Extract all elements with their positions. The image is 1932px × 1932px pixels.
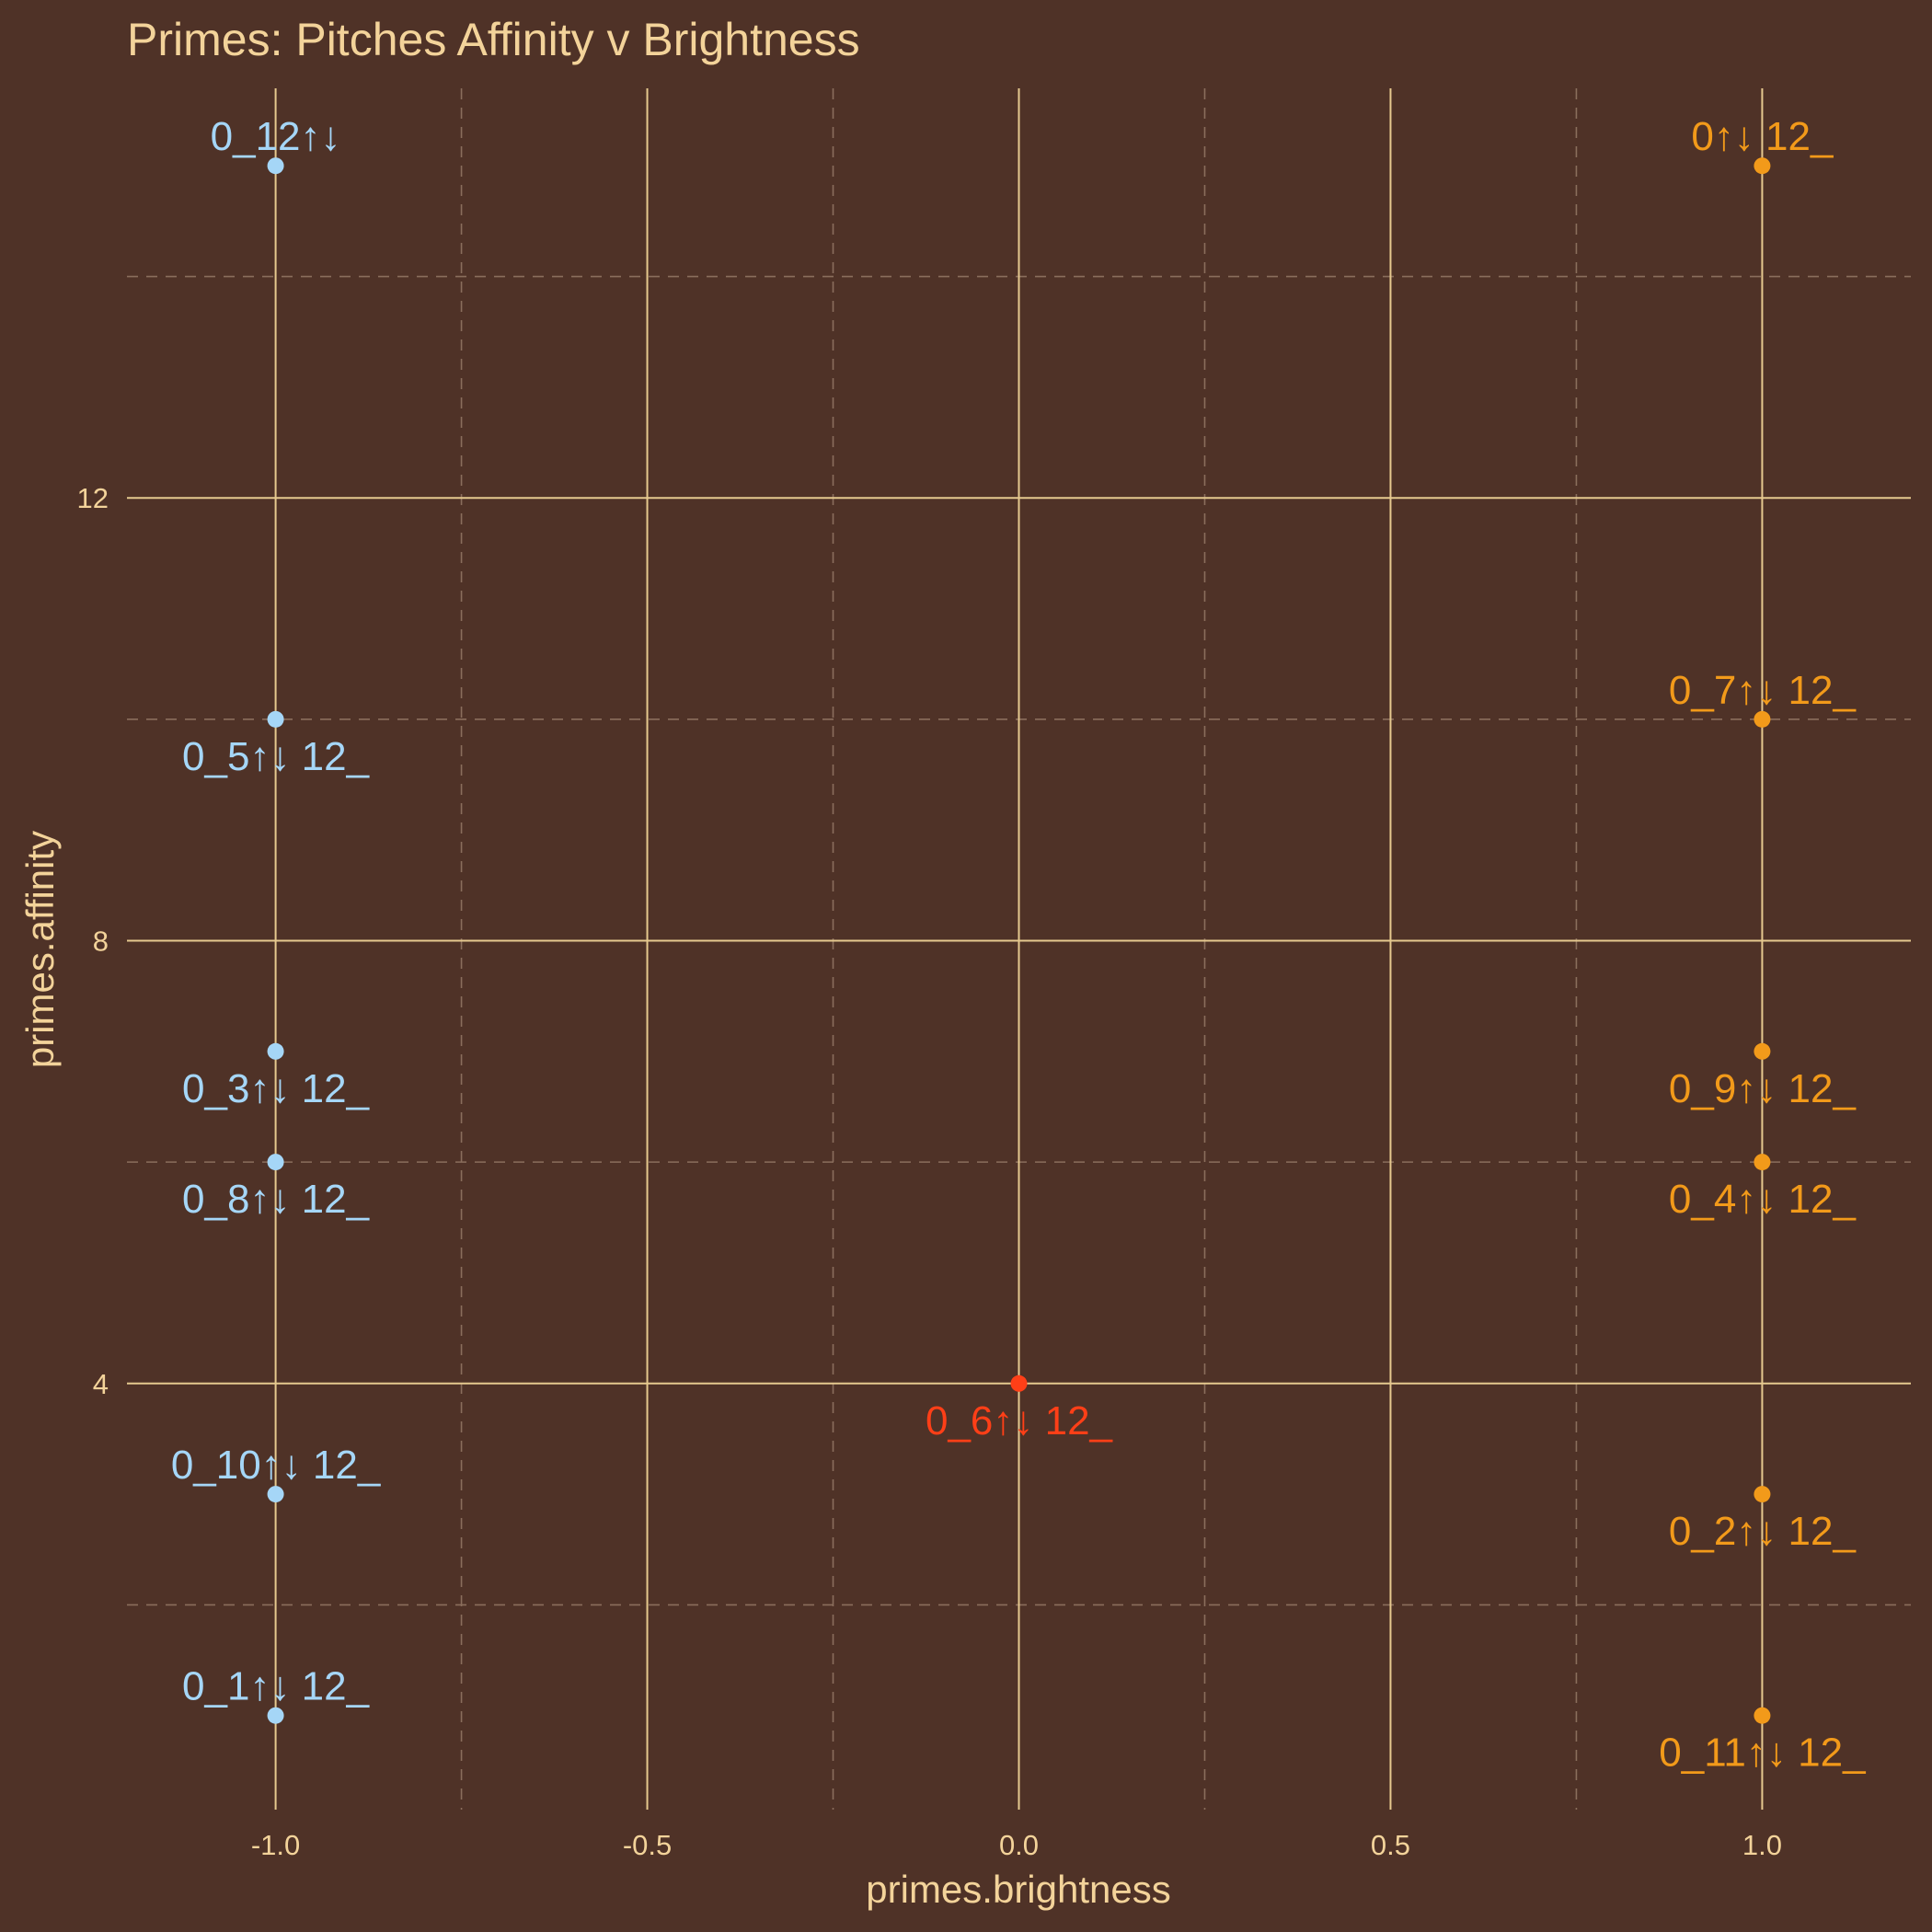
x-axis-title: primes.brightness xyxy=(866,1868,1170,1911)
point-label: 0_10↑↓ 12_ xyxy=(171,1443,381,1488)
y-axis-title: primes.affinity xyxy=(18,831,62,1068)
x-tick-label: 0.5 xyxy=(1371,1829,1410,1861)
data-point xyxy=(1754,1154,1771,1171)
point-label: 0_5↑↓ 12_ xyxy=(182,734,370,779)
point-label: 0_4↑↓ 12_ xyxy=(1669,1177,1857,1222)
point-label: 0_1↑↓ 12_ xyxy=(182,1664,370,1709)
data-point xyxy=(1754,1707,1771,1724)
data-point xyxy=(267,710,284,728)
data-point xyxy=(1754,1042,1771,1060)
x-tick-label: 0.0 xyxy=(999,1829,1039,1861)
point-label: 0↑↓ 12_ xyxy=(1691,114,1834,159)
point-label: 0_12↑↓ xyxy=(211,114,341,159)
y-tick-label: 12 xyxy=(77,482,109,514)
point-label: 0_6↑↓ 12_ xyxy=(926,1398,1113,1443)
axis-ticks: -1.0 -0.5 0.0 0.5 1.0 4 8 12 xyxy=(77,482,1782,1861)
data-point xyxy=(1754,157,1771,175)
data-point xyxy=(267,1154,284,1171)
x-tick-label: -1.0 xyxy=(251,1829,300,1861)
data-point xyxy=(267,157,284,175)
y-tick-label: 4 xyxy=(93,1368,109,1400)
point-label: 0_11↑↓ 12_ xyxy=(1659,1731,1866,1776)
data-point xyxy=(1754,1486,1771,1503)
data-points xyxy=(267,157,1771,1724)
data-point xyxy=(1010,1374,1028,1392)
y-tick-label: 8 xyxy=(93,925,109,957)
data-point xyxy=(267,1707,284,1724)
chart-title: Primes: Pitches Affinity v Brightness xyxy=(127,14,860,65)
point-label: 0_3↑↓ 12_ xyxy=(182,1066,370,1111)
point-label: 0_8↑↓ 12_ xyxy=(182,1177,370,1222)
data-point xyxy=(267,1042,284,1060)
point-label: 0_9↑↓ 12_ xyxy=(1669,1066,1857,1111)
x-tick-label: 1.0 xyxy=(1742,1829,1782,1861)
data-point xyxy=(1754,710,1771,728)
data-point xyxy=(267,1486,284,1503)
x-tick-label: -0.5 xyxy=(623,1829,672,1861)
point-label: 0_2↑↓ 12_ xyxy=(1669,1509,1857,1554)
point-labels: 0_12↑↓ 0_5↑↓ 12_ 0_3↑↓ 12_ 0_8↑↓ 12_ 0_10↑↓ … xyxy=(171,114,1866,1776)
point-label: 0_7↑↓ 12_ xyxy=(1669,668,1857,713)
major-grid xyxy=(127,88,1911,1810)
